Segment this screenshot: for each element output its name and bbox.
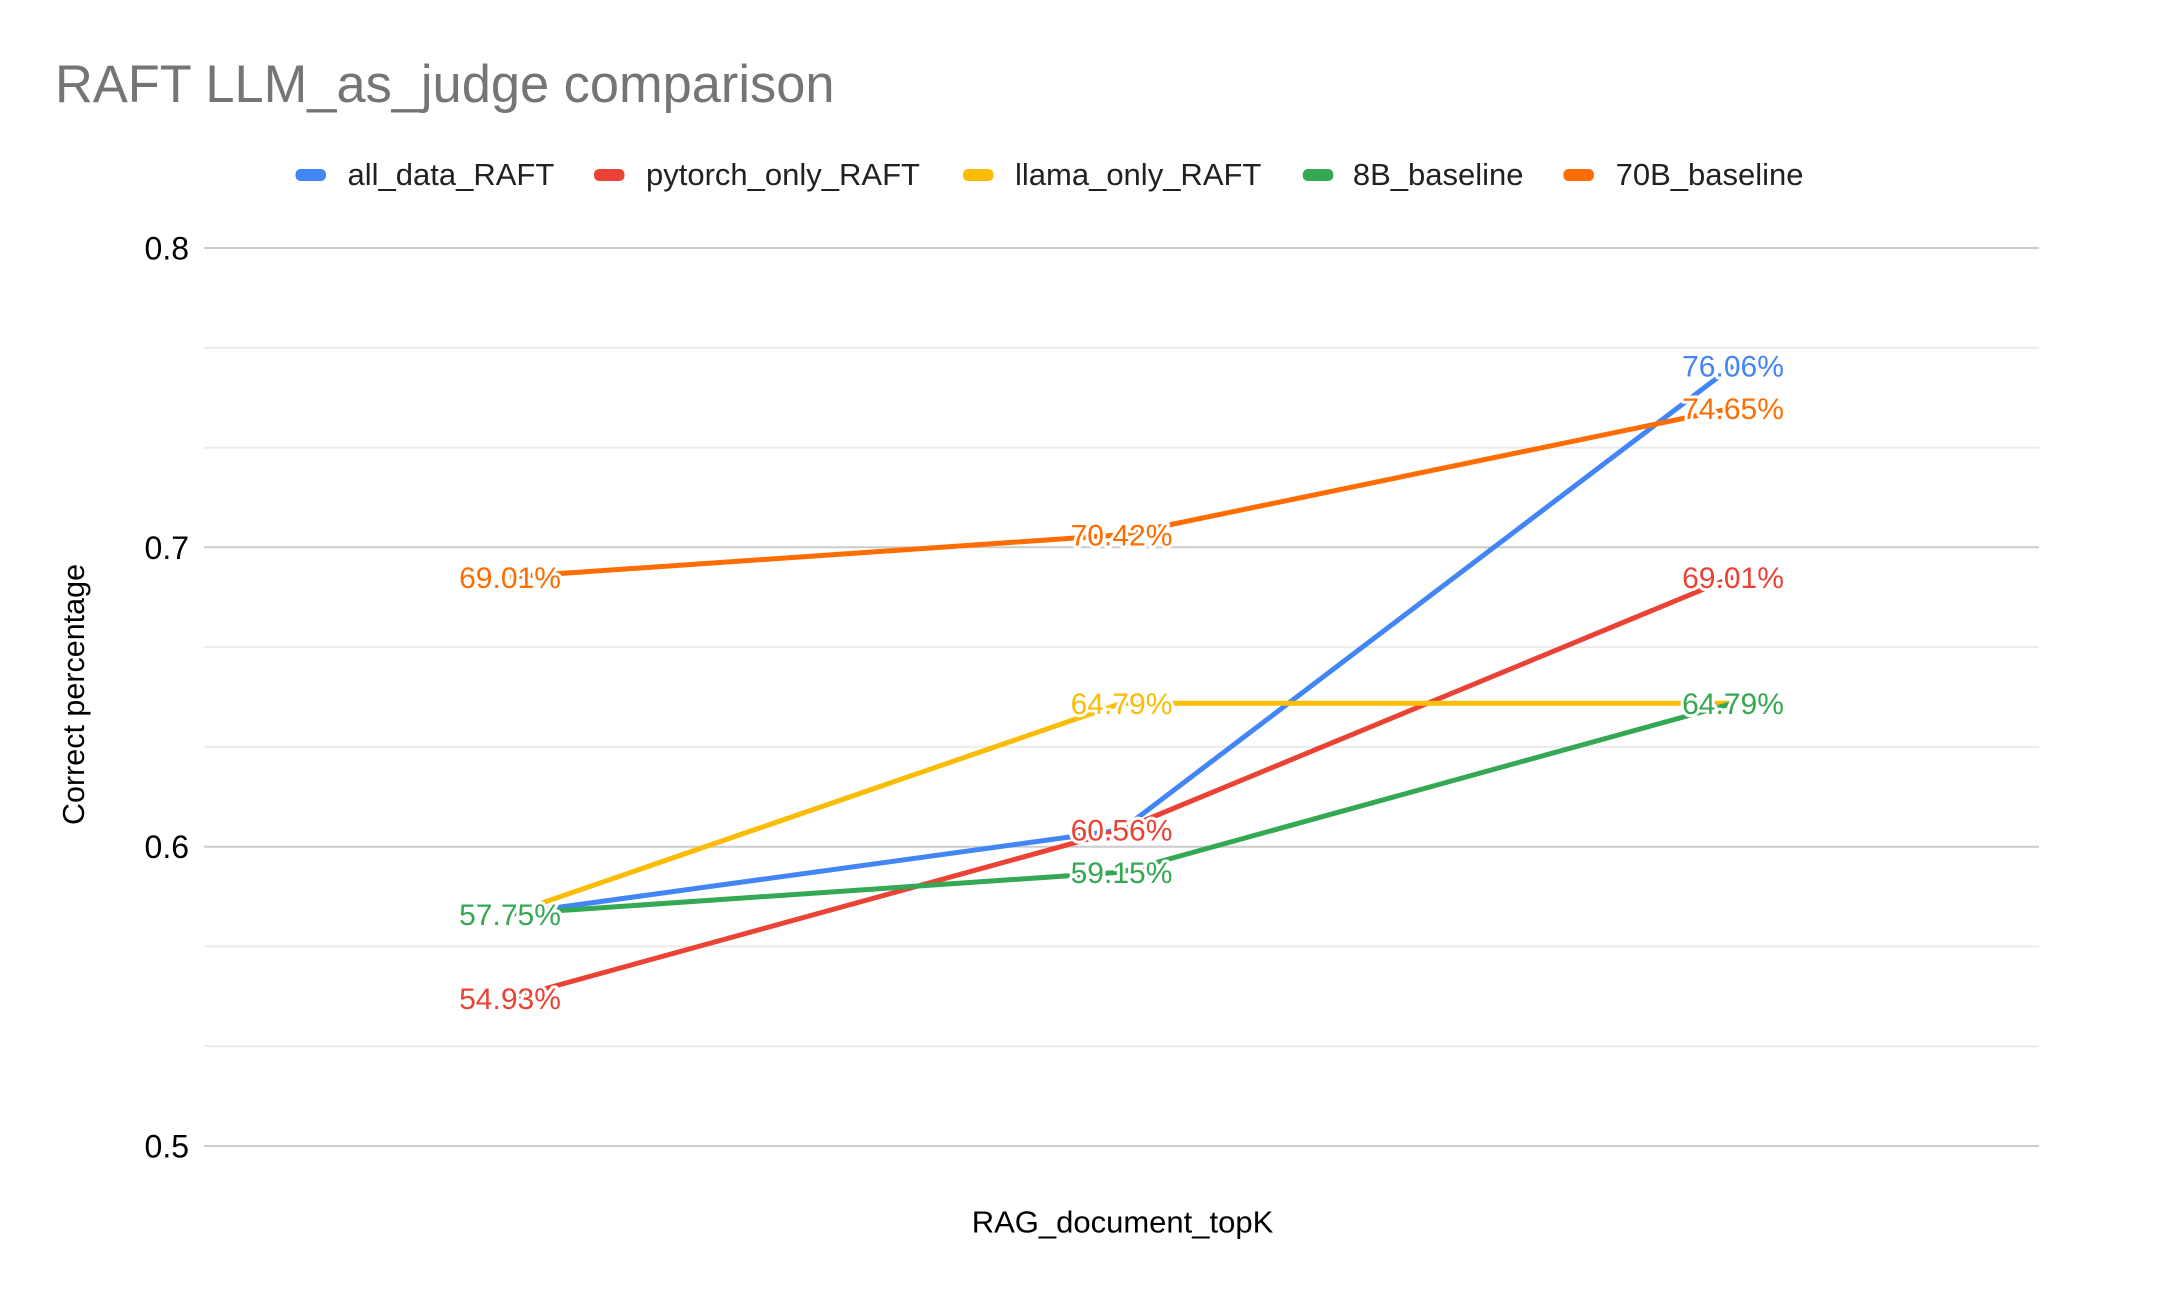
svg-text:llama_only_RAFT: llama_only_RAFT	[1015, 157, 1261, 192]
svg-text:76.06%: 76.06%	[1682, 351, 1784, 384]
svg-text:74.65%: 74.65%	[1682, 393, 1784, 426]
svg-text:60.56%: 60.56%	[1071, 815, 1173, 848]
svg-text:Correct percentage: Correct percentage	[57, 564, 91, 825]
svg-text:54.93%: 54.93%	[459, 983, 561, 1016]
svg-text:64.79%: 64.79%	[1071, 688, 1173, 721]
svg-text:57.75%: 57.75%	[459, 899, 561, 932]
svg-text:69.01%: 69.01%	[1682, 562, 1784, 595]
svg-text:0.7: 0.7	[145, 530, 189, 566]
svg-text:70B_baseline: 70B_baseline	[1616, 157, 1804, 192]
svg-text:pytorch_only_RAFT: pytorch_only_RAFT	[646, 157, 920, 192]
svg-text:69.01%: 69.01%	[459, 562, 561, 595]
svg-text:all_data_RAFT: all_data_RAFT	[348, 157, 555, 192]
svg-text:70.42%: 70.42%	[1071, 520, 1173, 553]
svg-text:8B_baseline: 8B_baseline	[1353, 157, 1524, 192]
svg-text:60.56%: 60.56%	[1071, 815, 1173, 848]
svg-text:57.75%: 57.75%	[459, 899, 561, 932]
svg-text:64.79%: 64.79%	[1682, 688, 1784, 721]
svg-text:0.8: 0.8	[145, 231, 189, 267]
svg-text:RAFT LLM_as_judge comparison: RAFT LLM_as_judge comparison	[55, 56, 834, 114]
svg-text:59.15%: 59.15%	[1071, 857, 1173, 890]
svg-text:64.79%: 64.79%	[1682, 688, 1784, 721]
svg-text:0.6: 0.6	[145, 829, 189, 865]
svg-text:0.5: 0.5	[145, 1129, 189, 1165]
svg-text:57.75%: 57.75%	[459, 899, 561, 932]
svg-text:RAG_document_topK: RAG_document_topK	[972, 1205, 1274, 1240]
